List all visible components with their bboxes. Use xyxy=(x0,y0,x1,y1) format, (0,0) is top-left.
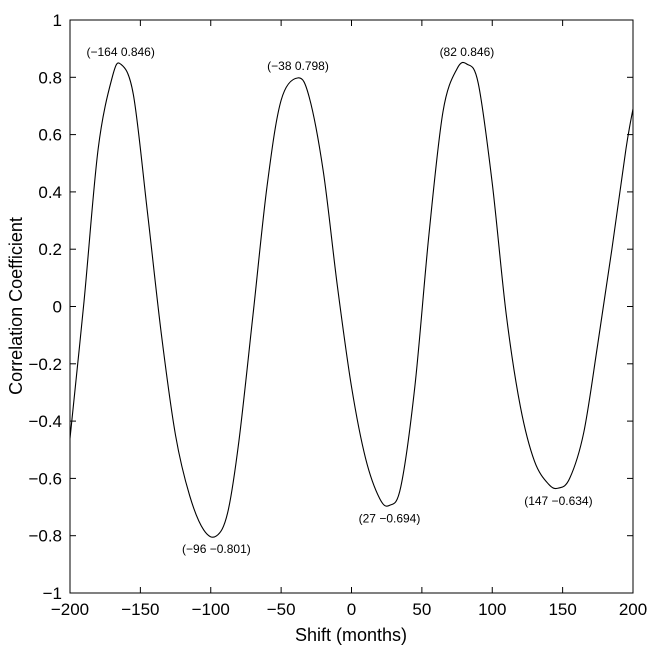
y-tick-label: 0.6 xyxy=(38,126,62,145)
x-tick-label: −100 xyxy=(192,600,230,619)
y-tick-label: 0.4 xyxy=(38,183,62,202)
y-tick-label: 0.2 xyxy=(38,240,62,259)
extremum-annotation: (−38 0.798) xyxy=(267,59,329,73)
x-axis-ticks: −200 −150 −100 −50 0 50 100 150 200 xyxy=(51,20,647,619)
x-tick-label: 100 xyxy=(478,600,506,619)
extremum-annotation: (82 0.846) xyxy=(440,45,495,59)
peak-annotations: (−164 0.846) (−38 0.798) (82 0.846) (−96 −0… xyxy=(86,45,592,556)
x-tick-label: 0 xyxy=(347,600,356,619)
x-axis-label: Shift (months) xyxy=(295,625,407,645)
y-tick-label: 0.8 xyxy=(38,68,62,87)
extremum-annotation: (−164 0.846) xyxy=(86,45,154,59)
extremum-annotation: (−96 −0.801) xyxy=(182,542,251,556)
x-tick-label: −200 xyxy=(51,600,89,619)
extremum-annotation: (147 −0.634) xyxy=(524,494,592,508)
extremum-annotation: (27 −0.694) xyxy=(359,511,421,525)
x-tick-label: 150 xyxy=(548,600,576,619)
y-tick-label: −0.8 xyxy=(28,527,62,546)
y-axis-ticks: −1 −0.8 −0.6 −0.4 −0.2 0 0.2 0.4 0.6 0.8 1 xyxy=(28,11,633,603)
y-tick-label: −0.4 xyxy=(28,412,62,431)
y-axis-label: Correlation Coefficient xyxy=(6,217,26,395)
y-tick-label: −0.6 xyxy=(28,469,62,488)
x-tick-label: −50 xyxy=(267,600,296,619)
y-tick-label: −0.2 xyxy=(28,355,62,374)
x-tick-label: 50 xyxy=(412,600,431,619)
y-tick-label: 1 xyxy=(53,11,62,30)
x-tick-label: −150 xyxy=(121,600,159,619)
correlation-series-line xyxy=(69,61,634,538)
y-tick-label: −1 xyxy=(43,584,62,603)
x-tick-label: 200 xyxy=(619,600,647,619)
y-tick-label: 0 xyxy=(53,298,62,317)
